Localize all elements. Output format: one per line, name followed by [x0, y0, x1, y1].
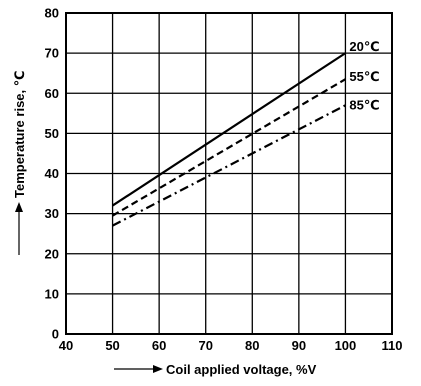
y-tick-label: 70 — [45, 46, 59, 61]
plot-frame — [65, 12, 393, 335]
x-tick-label: 50 — [105, 338, 119, 353]
y-tick-label: 30 — [45, 206, 59, 221]
grid — [66, 13, 392, 334]
series-line-20C — [111, 52, 347, 207]
y-axis-title: Temperature rise, ℃ — [12, 71, 27, 199]
x-tick-label: 80 — [245, 338, 259, 353]
x-tick-label: 40 — [59, 338, 73, 353]
y-tick-label: 20 — [45, 246, 59, 261]
x-axis-title-group: Coil applied voltage, %V — [114, 362, 317, 377]
series-lines — [111, 52, 347, 227]
series-label: 85℃ — [349, 97, 379, 112]
y-tick-label: 80 — [45, 6, 59, 21]
x-tick-label: 70 — [198, 338, 212, 353]
y-axis-title-group: Temperature rise, ℃ — [12, 71, 27, 255]
y-tick-label: 40 — [45, 166, 59, 181]
y-axis-arrow-head — [15, 202, 23, 212]
x-axis-arrow-head — [153, 365, 163, 373]
series-labels: 20℃ 55℃ 85℃ — [349, 39, 379, 112]
tick-labels: 40 50 60 70 80 90 100 110 0 10 20 30 40 50 60 70 80 — [45, 6, 403, 354]
y-tick-label: 50 — [45, 126, 59, 141]
x-tick-label: 60 — [152, 338, 166, 353]
y-tick-label: 60 — [45, 86, 59, 101]
series-label: 55℃ — [349, 69, 379, 84]
series-line-55C — [112, 78, 346, 217]
y-tick-label: 0 — [52, 327, 59, 342]
x-tick-label: 110 — [382, 338, 403, 353]
x-tick-label: 100 — [335, 338, 357, 353]
x-axis-title: Coil applied voltage, %V — [166, 362, 317, 377]
series-label: 20℃ — [349, 39, 379, 54]
y-tick-label: 10 — [45, 286, 59, 301]
x-tick-label: 90 — [292, 338, 306, 353]
series-line-85C — [112, 104, 346, 227]
